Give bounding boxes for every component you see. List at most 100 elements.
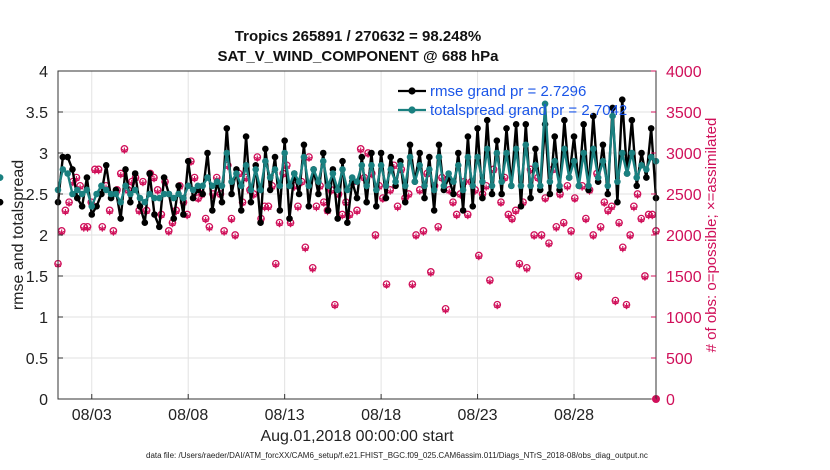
obs-assimilated-point: *	[151, 175, 158, 190]
obs-assimilated-point: *	[442, 306, 449, 321]
obs-assimilated-point: *	[531, 233, 538, 248]
obs-assimilated-point: *	[320, 200, 327, 215]
rmse-point	[633, 182, 641, 190]
rmse-point	[430, 207, 438, 214]
totalspread-point	[382, 182, 390, 190]
obs-possible-point	[530, 231, 539, 239]
totalspread-point	[315, 178, 322, 185]
x-axis-label: Aug.01,2018 00:00:00 start	[260, 428, 454, 445]
totalspread-point	[401, 182, 409, 190]
totalspread-point	[474, 153, 481, 161]
obs-possible-point	[164, 227, 173, 235]
totalspread-point	[228, 178, 235, 185]
rmse-point	[479, 194, 486, 202]
obs-assimilated-point: *	[357, 146, 364, 161]
totalspread-point	[522, 141, 530, 149]
x-tick-label: 08/03	[72, 407, 112, 424]
obs-possible-point	[227, 214, 236, 223]
rmse-point	[88, 211, 96, 218]
obs-assimilated-point: *	[590, 233, 597, 248]
obs-assimilated-point: *	[623, 302, 630, 317]
y-tick-label: 4	[39, 64, 48, 81]
totalspread-point	[305, 182, 313, 190]
totalspread-point	[339, 166, 346, 173]
totalspread-point	[180, 194, 187, 202]
rmse-point	[580, 121, 587, 128]
obs-assimilated-point: *	[302, 245, 309, 260]
legend: rmse grand pr = 2.7296 totalspread grand…	[398, 83, 627, 119]
obs-assimilated-point: *	[202, 216, 209, 231]
obs-assimilated-point: *	[232, 233, 239, 248]
obs-assimilated-point: *	[512, 208, 519, 223]
rmse-point	[421, 194, 428, 202]
obs-assimilated-point: *	[95, 167, 102, 182]
rmse-point	[339, 157, 346, 165]
obs-assimilated-point: *	[649, 212, 656, 227]
obs-possible-point	[596, 222, 605, 231]
rmse-point	[242, 133, 250, 140]
rmse-point	[618, 96, 626, 103]
rmse-point	[218, 198, 226, 206]
rmse-point	[368, 149, 375, 157]
rmse-point	[199, 190, 206, 198]
obs-assimilated-point: *	[553, 224, 560, 239]
legend-spread-marker	[408, 106, 416, 114]
totalspread-point	[107, 190, 115, 198]
obs-assimilated-point: *	[638, 216, 645, 231]
totalspread-point	[266, 174, 274, 181]
obs-assimilated-point: *	[66, 200, 73, 215]
totalspread-point	[430, 186, 438, 194]
rmse-point	[93, 203, 100, 210]
totalspread-point	[580, 149, 587, 157]
obs-possible-point	[537, 231, 546, 239]
obs-possible-point	[567, 227, 575, 235]
obs-assimilated-point: *	[136, 208, 143, 223]
rmse-point	[175, 182, 182, 190]
totalspread-point	[218, 182, 226, 190]
rmse-point	[319, 149, 327, 157]
obs-assimilated-point: *	[368, 171, 375, 186]
obs-assimilated-point: *	[557, 192, 564, 207]
totalspread-point	[102, 186, 110, 194]
obs-possible-point	[570, 194, 579, 202]
totalspread-point	[204, 174, 211, 181]
totalspread-point	[454, 162, 462, 169]
obs-possible-point	[486, 276, 494, 284]
rmse-point	[0, 198, 4, 206]
series-lines	[0, 96, 660, 231]
totalspread-point	[643, 166, 650, 173]
obs-possible-point	[463, 210, 472, 219]
rmse-point	[493, 137, 501, 144]
rmse-point	[604, 190, 612, 198]
totalspread-point	[546, 178, 554, 185]
obs-assimilated-point: *	[169, 220, 176, 235]
rmse-point	[189, 194, 197, 202]
totalspread-point	[377, 162, 385, 169]
totalspread-point	[165, 190, 173, 198]
totalspread-point	[242, 162, 250, 169]
totalspread-point	[271, 166, 279, 173]
rmse-point	[512, 121, 520, 128]
totalspread-point	[281, 149, 288, 157]
y-tick-label: 0	[39, 392, 48, 409]
totalspread-point	[411, 178, 419, 185]
obs-assimilated-point: *	[154, 187, 161, 202]
totalspread-point	[450, 178, 457, 185]
x-tick-label: 08/23	[458, 407, 498, 424]
obs-possible-point	[382, 280, 391, 289]
rmse-point	[459, 207, 467, 214]
rmse-point	[406, 141, 414, 149]
obs-assimilated-point: *	[117, 171, 124, 186]
obs-possible-point	[515, 259, 524, 268]
y2-tick-label: 4000	[666, 64, 702, 81]
obs-possible-point	[611, 296, 620, 305]
obs-assimilated-point: *	[121, 146, 128, 161]
obs-possible-point	[522, 263, 531, 272]
obs-assimilated-point: *	[69, 179, 76, 194]
totalspread-point	[64, 170, 71, 177]
obs-assimilated-point: *	[516, 261, 523, 276]
totalspread-point	[368, 162, 375, 169]
rmse-point	[295, 190, 303, 198]
obs-assimilated-point: *	[416, 187, 423, 202]
rmse-point	[151, 211, 158, 218]
